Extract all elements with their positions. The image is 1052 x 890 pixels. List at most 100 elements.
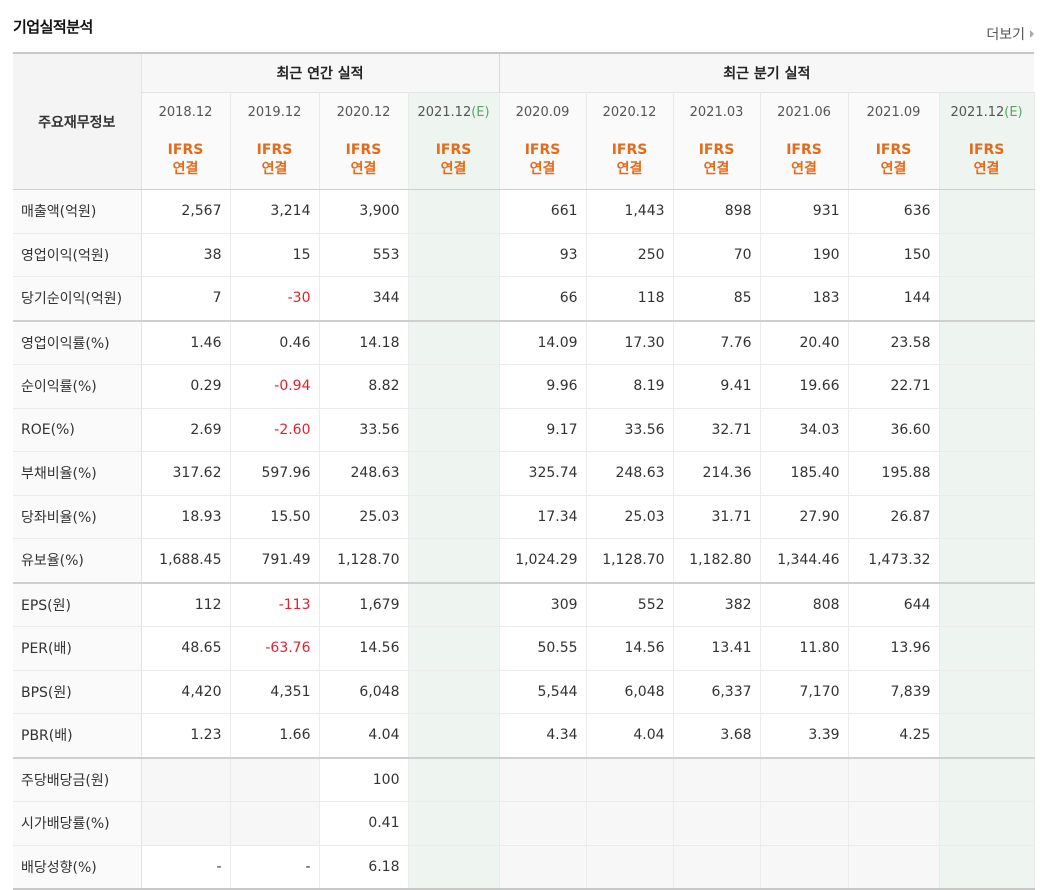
value-cell: 36.60 bbox=[848, 408, 940, 452]
value-cell: 1.46 bbox=[141, 319, 231, 365]
value-cell: 4.04 bbox=[319, 713, 409, 758]
value-cell: 1,344.46 bbox=[760, 538, 849, 583]
value-cell bbox=[939, 626, 1035, 671]
value-cell bbox=[939, 801, 1035, 846]
value-cell: 1,688.45 bbox=[141, 538, 231, 583]
consolidated-label: 연결 bbox=[880, 161, 907, 177]
value-cell: 14.18 bbox=[319, 319, 409, 365]
value-cell: 382 bbox=[673, 581, 761, 627]
consolidated-label: 연결 bbox=[703, 161, 730, 177]
value-cell bbox=[673, 756, 761, 802]
value-cell: 5,544 bbox=[498, 670, 587, 714]
value-cell: 25.03 bbox=[586, 495, 674, 539]
section-title: 기업실적분석 bbox=[13, 18, 93, 36]
value-cell: 15 bbox=[230, 233, 320, 277]
value-cell: 32.71 bbox=[673, 408, 761, 452]
value-cell bbox=[408, 670, 500, 714]
value-cell bbox=[939, 581, 1035, 627]
period-header: 2021.12(E) bbox=[408, 92, 500, 131]
value-cell bbox=[408, 451, 500, 496]
more-link[interactable]: 더보기 bbox=[986, 24, 1034, 44]
value-cell bbox=[760, 756, 849, 802]
value-cell: 4.34 bbox=[498, 713, 587, 758]
value-cell: 3.39 bbox=[760, 713, 849, 758]
value-cell: 14.56 bbox=[319, 626, 409, 671]
value-cell bbox=[586, 845, 674, 890]
accounting-standard-header: IFRS 연결 bbox=[319, 131, 409, 190]
period-header-row: 2018.12 2019.12 2020.12 2021.12(E) 2020.09 20… bbox=[13, 92, 1035, 131]
value-cell: 27.90 bbox=[760, 495, 849, 539]
ifrs-label: IFRS bbox=[698, 142, 735, 158]
value-cell bbox=[408, 495, 500, 539]
value-cell: 50.55 bbox=[498, 626, 587, 671]
value-cell: 644 bbox=[848, 581, 940, 627]
value-cell: 1,473.32 bbox=[848, 538, 940, 583]
value-cell bbox=[408, 538, 500, 583]
value-cell: 808 bbox=[760, 581, 849, 627]
value-cell bbox=[586, 756, 674, 802]
period-header: 2020.09 bbox=[498, 92, 587, 131]
accounting-standard-header: IFRS 연결 bbox=[760, 131, 849, 190]
value-cell: 344 bbox=[319, 276, 409, 321]
value-cell: 791.49 bbox=[230, 538, 320, 583]
table-row: 영업이익률(%) 1.46 0.46 14.18 14.09 17.30 7.76 20.40… bbox=[13, 319, 1035, 365]
accounting-standard-header: IFRS 연결 bbox=[939, 131, 1035, 190]
value-cell bbox=[230, 801, 320, 846]
value-cell: -2.60 bbox=[230, 408, 320, 452]
value-cell bbox=[939, 538, 1035, 583]
period-header: 2021.03 bbox=[673, 92, 761, 131]
value-cell: 150 bbox=[848, 233, 940, 277]
value-cell: 248.63 bbox=[586, 451, 674, 496]
row-label: 주당배당금(원) bbox=[13, 756, 142, 802]
accounting-standard-header: IFRS 연결 bbox=[141, 131, 231, 190]
value-cell: 6.18 bbox=[319, 845, 409, 890]
table-row: 배당성향(%) - -6.18 bbox=[13, 845, 1035, 890]
value-cell bbox=[408, 713, 500, 758]
accounting-standard-header: IFRS 연결 bbox=[408, 131, 500, 190]
value-cell bbox=[760, 845, 849, 890]
period-label: 2021.12 bbox=[417, 104, 472, 120]
value-cell bbox=[408, 626, 500, 671]
value-cell: 31.71 bbox=[673, 495, 761, 539]
value-cell bbox=[939, 451, 1035, 496]
value-cell: 100 bbox=[319, 756, 409, 802]
consolidated-label: 연결 bbox=[616, 161, 643, 177]
value-cell bbox=[408, 276, 500, 321]
value-cell: 34.03 bbox=[760, 408, 849, 452]
row-label: 매출액(억원) bbox=[13, 189, 142, 234]
row-label: BPS(원) bbox=[13, 670, 142, 714]
ifrs-label: IFRS bbox=[167, 142, 204, 158]
value-cell: 9.96 bbox=[498, 364, 587, 409]
value-cell bbox=[939, 319, 1035, 365]
value-cell: 15.50 bbox=[230, 495, 320, 539]
value-cell: 19.66 bbox=[760, 364, 849, 409]
value-cell bbox=[408, 801, 500, 846]
table-row: 유보율(%) 1,688.45 791.49 1,128.70 1,024.29 1,12… bbox=[13, 538, 1035, 583]
value-cell: -113 bbox=[230, 581, 320, 627]
value-cell: 13.41 bbox=[673, 626, 761, 671]
value-cell: 1,128.70 bbox=[586, 538, 674, 583]
value-cell: 4.04 bbox=[586, 713, 674, 758]
annual-group-header: 최근 연간 실적 bbox=[141, 52, 500, 93]
table-body: 매출액(억원) 2,567 3,214 3,900 661 1,443 898 931 636 영… bbox=[13, 189, 1035, 890]
quarter-group-header: 최근 분기 실적 bbox=[498, 52, 1035, 93]
table-row: BPS(원) 4,420 4,351 6,048 5,544 6,048 6,337 7,17… bbox=[13, 670, 1035, 714]
value-cell: 3.68 bbox=[673, 713, 761, 758]
value-cell: 1.66 bbox=[230, 713, 320, 758]
row-label: 유보율(%) bbox=[13, 538, 142, 583]
ifrs-label: IFRS bbox=[524, 142, 561, 158]
period-label: 2021.12 bbox=[950, 104, 1005, 120]
value-cell: 14.09 bbox=[498, 319, 587, 365]
value-cell: 25.03 bbox=[319, 495, 409, 539]
ifrs-label: IFRS bbox=[611, 142, 648, 158]
value-cell: 85 bbox=[673, 276, 761, 321]
value-cell: 6,337 bbox=[673, 670, 761, 714]
value-cell: 309 bbox=[498, 581, 587, 627]
accounting-standard-header: IFRS 연결 bbox=[848, 131, 940, 190]
value-cell bbox=[939, 670, 1035, 714]
period-header: 2018.12 bbox=[141, 92, 231, 131]
value-cell bbox=[498, 845, 587, 890]
consolidated-label: 연결 bbox=[261, 161, 288, 177]
period-header: 2020.12 bbox=[586, 92, 674, 131]
value-cell: 183 bbox=[760, 276, 849, 321]
